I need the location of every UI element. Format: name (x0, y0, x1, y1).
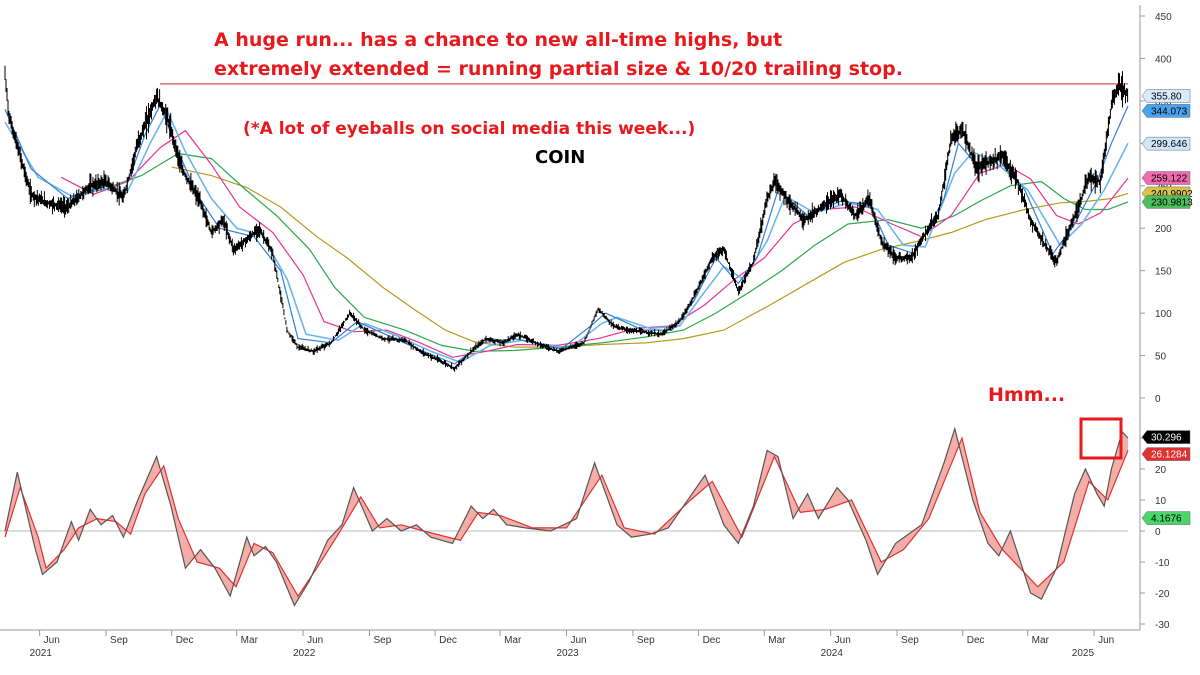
x-tick-label: Sep (110, 635, 128, 646)
oscillator-y-tick-label: 0 (1155, 527, 1161, 538)
x-tick-label: Dec (439, 635, 457, 646)
price-y-tick-label: 100 (1155, 309, 1172, 320)
svg-text:240.9902: 240.9902 (1151, 189, 1193, 200)
svg-text:259.122: 259.122 (1151, 174, 1188, 185)
x-tick-label: Dec (703, 635, 721, 646)
oscillator-y-tick-label: 20 (1155, 465, 1167, 476)
x-tick-label: Jun (571, 635, 587, 646)
x-tick-label: Mar (504, 635, 522, 646)
svg-text:26.1284: 26.1284 (1151, 450, 1188, 461)
ma10-tag: 344.073 (1141, 104, 1191, 118)
price-bars (4, 65, 1129, 372)
axes: 050100150200250300350400450-30-20-100102… (0, 5, 1172, 659)
x-tick-label: Sep (373, 635, 391, 646)
svg-text:4.1676: 4.1676 (1151, 514, 1182, 525)
svg-text:30.296: 30.296 (1151, 433, 1182, 444)
x-tick-label: Dec (176, 635, 194, 646)
oscillator-panel (0, 426, 1129, 607)
highlight-box (1079, 417, 1123, 460)
oscillator-tag: 30.296 (1141, 430, 1191, 444)
price-y-tick-label: 0 (1155, 394, 1161, 405)
price-y-tick-label: 150 (1155, 267, 1172, 278)
svg-text:355.80: 355.80 (1151, 92, 1182, 103)
x-year-label: 2021 (30, 648, 53, 659)
ma200-line (171, 166, 1129, 348)
x-tick-label: Dec (967, 635, 985, 646)
oscillator-y-tick-label: -30 (1155, 620, 1170, 631)
ma50-line (61, 129, 1129, 358)
social-media-note: (*A lot of eyeballs on social media this… (243, 119, 695, 139)
x-tick-label: Sep (637, 635, 655, 646)
x-tick-label: Mar (1032, 635, 1050, 646)
oscillator-line (4, 426, 1129, 607)
price-series (4, 65, 1129, 372)
x-year-label: 2022 (293, 648, 316, 659)
ma20-tag: 299.646 (1141, 136, 1191, 151)
price-tag-last: 355.80 (1141, 89, 1191, 103)
oscillator-y-tick-label: 10 (1155, 496, 1167, 507)
histogram-tag: 4.1676 (1141, 511, 1191, 525)
x-tick-label: Jun (835, 635, 851, 646)
ma100-line (112, 152, 1129, 352)
x-tick-label: Mar (768, 635, 786, 646)
x-year-label: 2023 (557, 648, 580, 659)
ma100-tag: 230.9813 (1141, 195, 1193, 209)
x-tick-label: Jun (307, 635, 323, 646)
price-y-tick-label: 50 (1155, 352, 1167, 363)
x-tick-label: Sep (901, 635, 919, 646)
ma20-line (4, 109, 1129, 364)
oscillator-y-tick-label: -10 (1155, 558, 1170, 569)
x-year-label: 2024 (821, 648, 844, 659)
hmm-annotation: Hmm... (988, 384, 1065, 406)
svg-text:344.073: 344.073 (1151, 107, 1188, 118)
value-tags: 355.80 344.073 299.646 259.122 240.9902230.9… (1141, 89, 1193, 525)
signal-tag: 26.1284 (1141, 447, 1191, 461)
price-y-tick-label: 200 (1155, 224, 1172, 235)
x-year-label: 2025 (1072, 648, 1095, 659)
headline-line-1: A huge run... has a chance to new all-ti… (214, 29, 782, 51)
svg-text:230.9813: 230.9813 (1151, 198, 1193, 209)
ticker-label: COIN (535, 147, 585, 168)
oscillator_signal-line (4, 436, 1129, 598)
x-tick-label: Mar (241, 635, 259, 646)
price-y-tick-label: 400 (1155, 54, 1172, 65)
ma50-tag: 259.122 (1141, 171, 1191, 185)
x-tick-label: Jun (1098, 635, 1114, 646)
headline-line-2: extremely extended = running partial siz… (214, 58, 903, 80)
price-y-tick-label: 450 (1155, 12, 1172, 23)
x-tick-label: Jun (44, 635, 60, 646)
svg-text:299.646: 299.646 (1151, 139, 1188, 150)
oscillator-y-tick-label: -20 (1155, 589, 1170, 600)
price-panel (4, 65, 1129, 372)
